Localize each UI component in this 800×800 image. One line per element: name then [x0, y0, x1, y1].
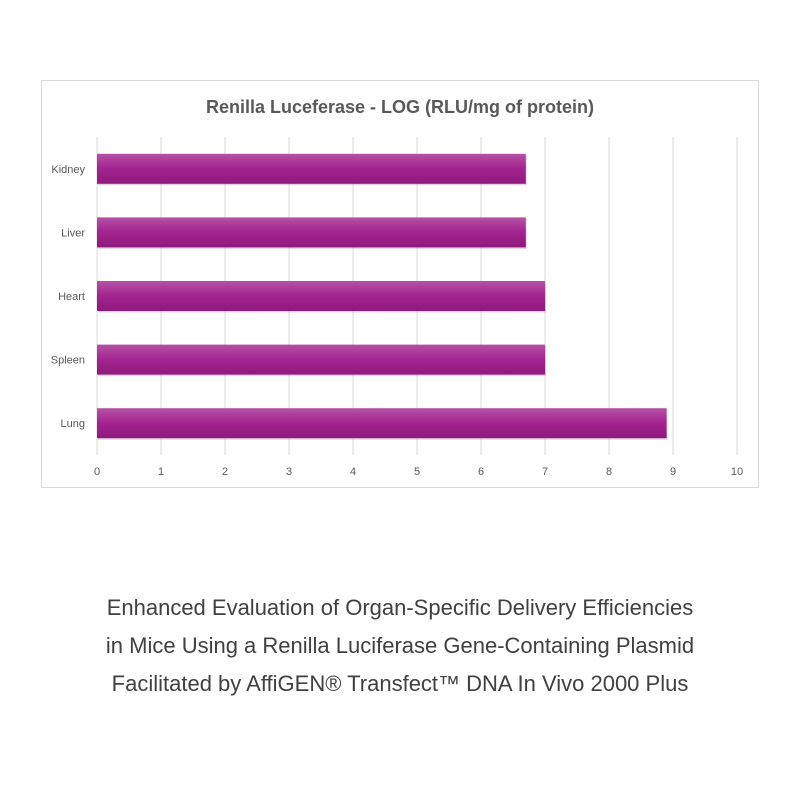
x-tick-label: 8	[606, 466, 612, 478]
y-category-label: Liver	[61, 227, 85, 239]
x-tick-label: 9	[670, 466, 676, 478]
bar-heart	[97, 281, 545, 311]
caption-line-1: Enhanced Evaluation of Organ-Specific De…	[106, 595, 694, 620]
bar-spleen	[97, 344, 545, 375]
bar-liver	[97, 217, 526, 248]
x-tick-label: 1	[158, 466, 164, 478]
chart-title: Renilla Luceferase - LOG (RLU/mg of prot…	[205, 97, 595, 117]
x-tick-label: 5	[414, 466, 420, 478]
y-category-label: Kidney	[51, 164, 85, 176]
x-tick-label: 0	[94, 466, 100, 478]
x-tick-label: 6	[478, 466, 484, 478]
y-category-label: Lung	[61, 418, 85, 430]
caption-line-2: in Mice Using a Renilla Luciferase Gene-…	[105, 633, 695, 658]
caption-line-3: Facilitated by AffiGEN® Transfect™ DNA I…	[111, 671, 689, 696]
bar-chart: 0 1 2 3 4 5 6 7 8 9 10 Kidney Liver Heart Spleen Lung	[51, 137, 743, 478]
bar-lung	[97, 408, 667, 439]
x-tick-label: 3	[286, 466, 292, 478]
x-tick-label: 4	[350, 466, 356, 478]
y-category-label: Heart	[58, 291, 85, 303]
y-category-label: Spleen	[51, 355, 85, 367]
x-tick-label: 7	[542, 466, 548, 478]
x-tick-label: 2	[222, 466, 228, 478]
x-tick-label: 10	[731, 466, 743, 478]
bar-kidney	[97, 153, 526, 184]
